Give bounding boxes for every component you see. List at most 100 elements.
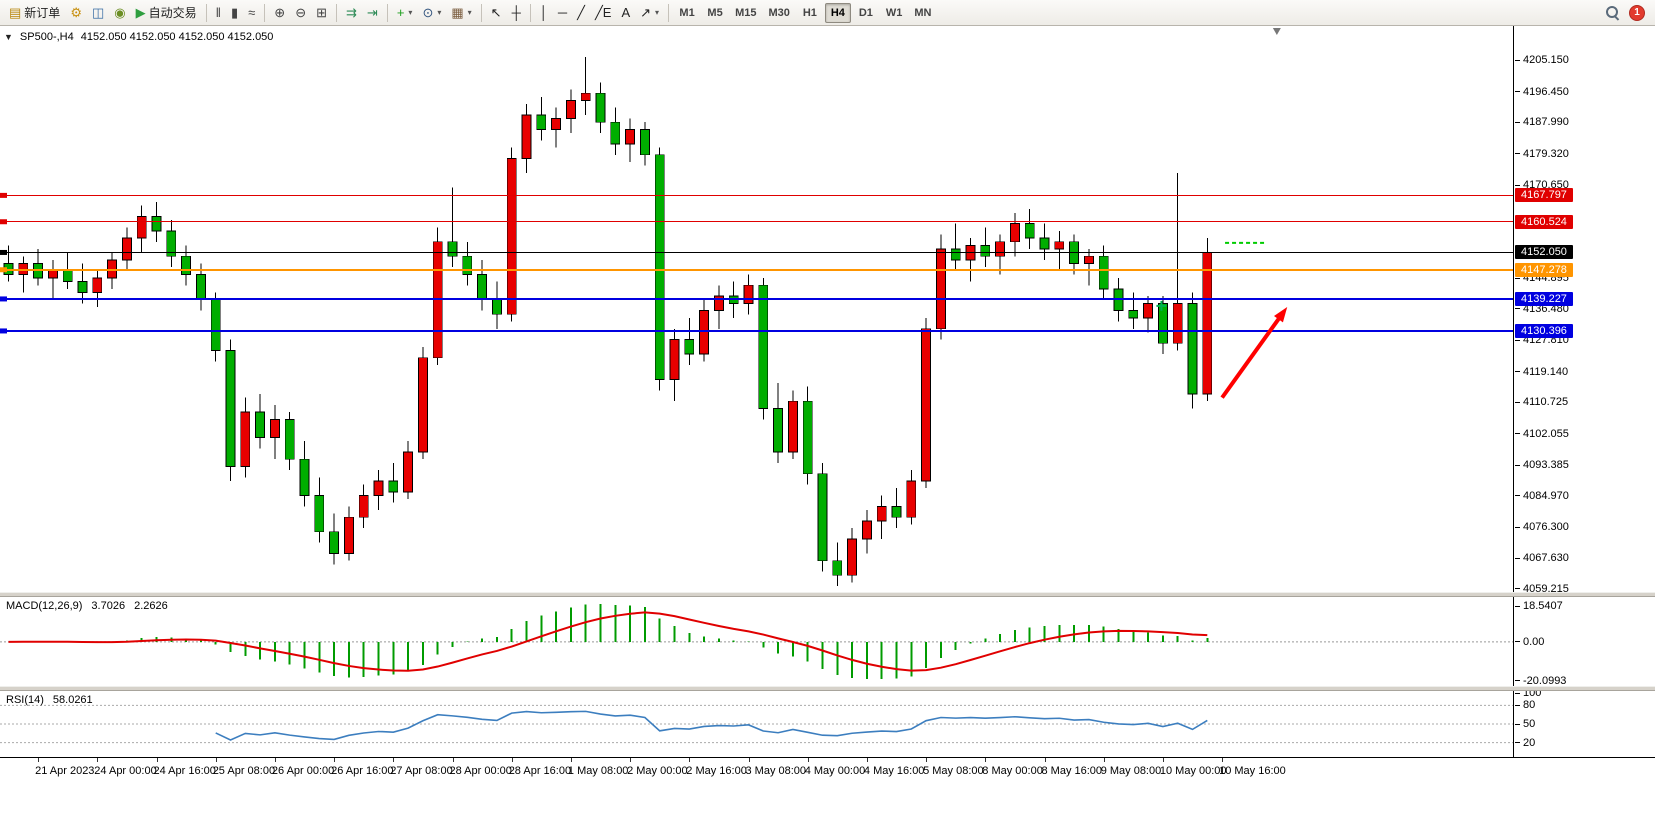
- search-icon[interactable]: [1604, 4, 1621, 21]
- time-tick: [748, 758, 750, 762]
- time-tick-label: 27 Apr 08:00: [390, 765, 453, 777]
- price-tick: [1515, 59, 1520, 61]
- new-order-label: 新订单: [24, 6, 61, 20]
- time-tick: [689, 758, 691, 762]
- timeframe-h4-button[interactable]: H4: [824, 2, 851, 23]
- toolbar-separator: [264, 3, 266, 22]
- cross-marker[interactable]: [1156, 300, 1167, 311]
- chart-shift-marker[interactable]: [1272, 28, 1281, 35]
- time-tick-label: 4 May 16:00: [863, 765, 925, 777]
- text-label-button[interactable]: A: [616, 2, 635, 24]
- time-tick-label: 10 May 00:00: [1159, 765, 1227, 777]
- auto-trading-button[interactable]: ▶ 自动交易: [131, 2, 202, 24]
- up-arrow-annotation[interactable]: [1220, 313, 1284, 399]
- line-chart-button[interactable]: ≈: [243, 2, 260, 24]
- timeframe-m1-button[interactable]: M1: [674, 3, 700, 23]
- zoom-out-button[interactable]: ⊖: [290, 2, 311, 24]
- time-tick-label: 26 Apr 16:00: [331, 765, 394, 777]
- price-axis[interactable]: 4205.150 4196.450 4187.990 4179.320 4170.650…: [1513, 26, 1655, 757]
- time-tick: [985, 758, 987, 762]
- timeframe-d1-button[interactable]: D1: [853, 3, 879, 23]
- up-arrow-annotation-head: [1273, 307, 1288, 323]
- hline-left-marker: [0, 296, 7, 302]
- time-axis[interactable]: 21 Apr 2023 24 Apr 00:00 24 Apr 16:00 25 Ap…: [0, 757, 1655, 781]
- hline-left-marker: [0, 192, 7, 198]
- rsi-pane[interactable]: RSI(14) 58.0261: [0, 691, 1513, 757]
- hline-left-marker: [0, 249, 7, 255]
- timeframe-h1-button[interactable]: H1: [797, 3, 823, 23]
- metaeditor-icon: ⚙: [70, 5, 82, 20]
- price-tick-label: 4093.385: [1523, 459, 1569, 472]
- price-tick: [1515, 495, 1520, 497]
- cursor-icon: ↖: [490, 5, 502, 20]
- market-watch-button[interactable]: ◫: [87, 2, 109, 24]
- panel-divider-rsi[interactable]: [0, 686, 1655, 691]
- price-tick-label: 4102.055: [1523, 427, 1569, 440]
- periods-icon: ⊙: [422, 5, 434, 20]
- price-tick: [1515, 153, 1520, 155]
- auto-scroll-button[interactable]: ⇉: [341, 2, 362, 24]
- candlestick-chart-button[interactable]: ▮: [226, 2, 243, 24]
- chevron-down-icon: ▾: [408, 8, 413, 17]
- cursor-button[interactable]: ↖: [486, 2, 507, 24]
- toolbar-right: 1: [1604, 4, 1651, 21]
- timeframe-m30-button[interactable]: M30: [763, 3, 794, 23]
- vertical-line-button[interactable]: │: [535, 2, 553, 24]
- bar-chart-button[interactable]: ‖: [211, 2, 226, 24]
- price-tick-label: 4059.215: [1523, 582, 1569, 595]
- price-tick: [1515, 526, 1520, 528]
- macd-scale-tick: [1515, 605, 1520, 607]
- toolbar-separator: [668, 3, 670, 22]
- new-order-button[interactable]: ▤ 新订单: [4, 2, 65, 24]
- equidistant-channel-button[interactable]: ╱E: [590, 2, 617, 24]
- timeframe-w1-button[interactable]: W1: [881, 3, 908, 23]
- time-tick-label: 10 May 16:00: [1219, 765, 1286, 777]
- time-tick: [97, 758, 99, 762]
- notification-badge[interactable]: 1: [1629, 4, 1645, 21]
- line-price-box: 4167.797: [1515, 188, 1573, 203]
- price-tick: [1515, 308, 1520, 310]
- navigator-button[interactable]: ◉: [109, 2, 130, 24]
- toolbar-separator: [480, 3, 482, 22]
- chevron-down-icon: ▾: [437, 8, 442, 17]
- price-tick: [1515, 91, 1520, 93]
- time-tick-label: 5 May 08:00: [923, 765, 984, 777]
- line-price-box: 4139.227: [1515, 291, 1573, 306]
- panel-divider-macd[interactable]: [0, 592, 1655, 597]
- price-tick-label: 4076.300: [1523, 521, 1569, 534]
- main-chart-pane[interactable]: ▼ SP500-,H4 4152.050 4152.050 4152.050 4…: [0, 26, 1513, 592]
- rsi-scale-tick: [1515, 692, 1520, 694]
- macd-scale-tick: [1515, 641, 1520, 643]
- trendline-button[interactable]: ╱: [572, 2, 590, 24]
- toolbar-buttons: ▤ 新订单 ⚙ ◫ ◉ ▶ 自动交易 ‖ ▮ ≈ ⊕ ⊖ ⊞ ⇉ ⇥ + ▾ ⊙ ▾ ▦ ▾ ↖ ┼ │ ─ ╱ ╱E A ↗ ▾: [4, 2, 673, 24]
- price-chart[interactable]: [0, 26, 1513, 592]
- periods-button[interactable]: ⊙ ▾: [417, 2, 446, 24]
- time-tick-label: 24 Apr 00:00: [94, 765, 157, 777]
- chart-shift-button[interactable]: ⇥: [362, 2, 383, 24]
- arrows-tool-button[interactable]: ↗ ▾: [635, 2, 664, 24]
- crosshair-button[interactable]: ┼: [507, 2, 526, 24]
- metaeditor-button[interactable]: ⚙: [65, 2, 87, 24]
- chevron-down-icon: ▾: [467, 8, 472, 17]
- price-tick-label: 4179.320: [1523, 147, 1569, 160]
- time-tick-label: 4 May 00:00: [804, 765, 866, 777]
- chevron-down-icon: ▾: [655, 8, 660, 17]
- rsi-scale-tick: [1515, 704, 1520, 706]
- time-tick: [807, 758, 809, 762]
- macd-pane[interactable]: MACD(12,26,9) 3.7026 2.2626: [0, 597, 1513, 686]
- rsi-chart: [0, 704, 1513, 744]
- horizontal-line-button[interactable]: ─: [553, 2, 572, 24]
- text-label-icon: A: [621, 5, 631, 20]
- toolbar-separator: [336, 3, 338, 22]
- indicators-list-button[interactable]: + ▾: [392, 2, 418, 24]
- tile-windows-button[interactable]: ⊞: [311, 2, 332, 24]
- price-tick: [1515, 433, 1520, 435]
- templates-button[interactable]: ▦ ▾: [446, 2, 476, 24]
- price-tick-label: 4067.630: [1523, 552, 1569, 565]
- timeframe-m5-button[interactable]: M5: [702, 3, 728, 23]
- line-price-box: 4160.524: [1515, 214, 1573, 229]
- zoom-in-button[interactable]: ⊕: [269, 2, 290, 24]
- timeframe-m15-button[interactable]: M15: [730, 3, 761, 23]
- rsi-line: [215, 710, 1208, 741]
- timeframe-mn-button[interactable]: MN: [909, 3, 936, 23]
